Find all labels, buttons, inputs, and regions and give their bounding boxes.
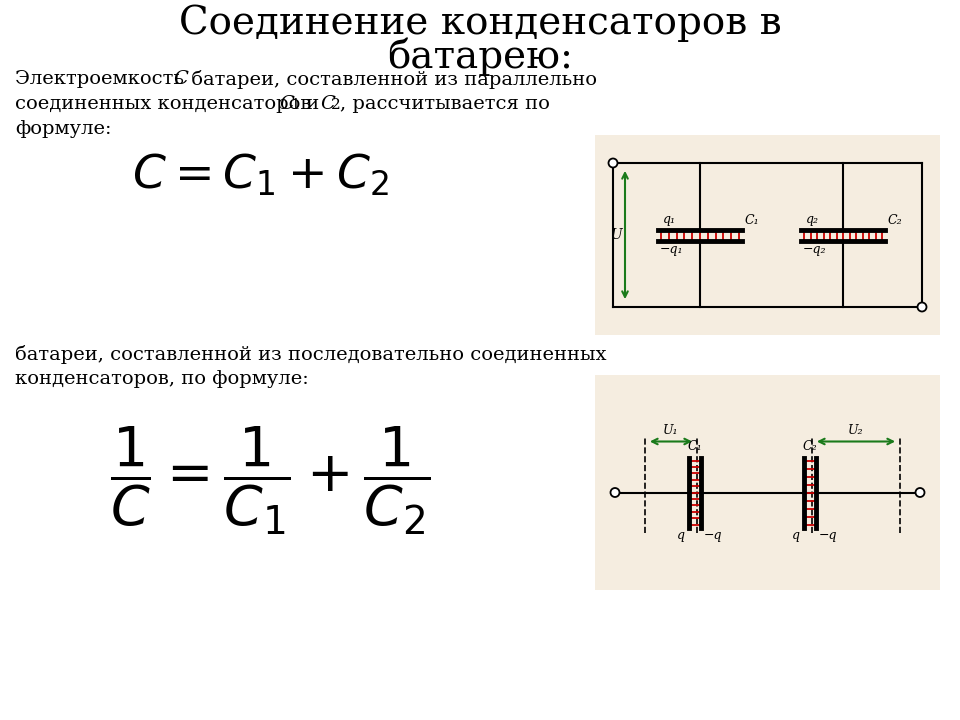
Text: −q₂: −q₂ [803, 243, 827, 256]
Text: формуле:: формуле: [15, 120, 111, 138]
Text: , рассчитывается по: , рассчитывается по [340, 95, 550, 113]
Bar [595, 375, 940, 590]
Text: C₂: C₂ [803, 441, 817, 454]
Text: батареи, составленной из последовательно соединенных: батареи, составленной из последовательно… [15, 345, 607, 364]
Text: C₁: C₁ [745, 214, 759, 227]
Text: C₁: C₁ [687, 441, 703, 454]
Circle shape [918, 302, 926, 312]
Text: и: и [300, 95, 325, 113]
Text: C₂: C₂ [888, 214, 902, 227]
Circle shape [916, 488, 924, 497]
Text: q: q [792, 529, 800, 542]
Text: Электроемкость: Электроемкость [15, 70, 190, 88]
Text: C: C [279, 95, 294, 113]
Circle shape [609, 158, 617, 168]
Text: q₂: q₂ [806, 214, 819, 227]
Text: соединенных конденсаторов: соединенных конденсаторов [15, 95, 318, 113]
Text: q₁: q₁ [663, 214, 676, 227]
Text: $C = C_1 + C_2$: $C = C_1 + C_2$ [132, 152, 389, 198]
Circle shape [611, 488, 619, 497]
Bar [595, 135, 940, 335]
Text: −q: −q [819, 529, 837, 542]
Text: U₁: U₁ [663, 425, 679, 438]
Text: U: U [611, 228, 622, 242]
Text: батарею:: батарею: [387, 38, 573, 76]
Text: U₂: U₂ [849, 425, 864, 438]
Text: батареи, составленной из параллельно: батареи, составленной из параллельно [185, 70, 597, 89]
Text: Соединение конденсаторов в: Соединение конденсаторов в [179, 5, 781, 42]
Text: 1: 1 [290, 98, 300, 112]
Text: q: q [677, 529, 685, 542]
Text: −q₁: −q₁ [660, 243, 684, 256]
Text: −q: −q [704, 529, 723, 542]
Text: конденсаторов, по формуле:: конденсаторов, по формуле: [15, 370, 309, 388]
Text: C: C [320, 95, 335, 113]
Text: C: C [173, 70, 188, 88]
Text: 2: 2 [331, 98, 341, 112]
Text: $\dfrac{1}{C} = \dfrac{1}{C_1} + \dfrac{1}{C_2}$: $\dfrac{1}{C} = \dfrac{1}{C_1} + \dfrac{… [109, 424, 430, 536]
